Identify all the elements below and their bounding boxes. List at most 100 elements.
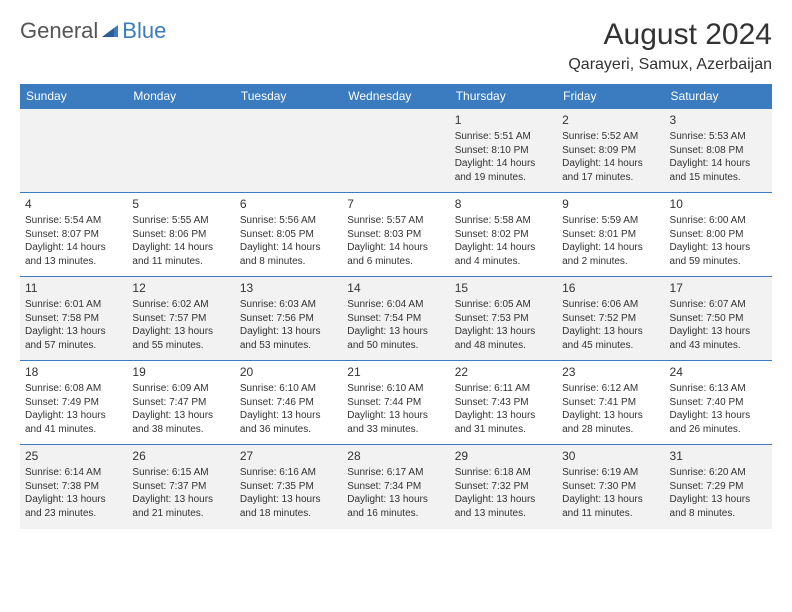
weekday-header: Sunday (20, 84, 127, 109)
sunrise-text: Sunrise: 5:52 AM (562, 130, 659, 144)
daylight-text: Daylight: 13 hours (240, 493, 337, 507)
daylight-text: Daylight: 13 hours (25, 493, 122, 507)
daylight-text: Daylight: 14 hours (347, 241, 444, 255)
daylight-text: Daylight: 13 hours (240, 409, 337, 423)
daylight-text: Daylight: 13 hours (455, 493, 552, 507)
sunrise-text: Sunrise: 6:17 AM (347, 466, 444, 480)
daylight-text: Daylight: 13 hours (25, 409, 122, 423)
calendar-empty-cell (235, 109, 342, 193)
sunrise-text: Sunrise: 6:15 AM (132, 466, 229, 480)
sunrise-text: Sunrise: 6:16 AM (240, 466, 337, 480)
daylight-text: and 55 minutes. (132, 339, 229, 353)
calendar-day-cell: 27Sunrise: 6:16 AMSunset: 7:35 PMDayligh… (235, 445, 342, 529)
daylight-text: Daylight: 14 hours (240, 241, 337, 255)
calendar-day-cell: 19Sunrise: 6:09 AMSunset: 7:47 PMDayligh… (127, 361, 234, 445)
calendar-empty-cell (127, 109, 234, 193)
daylight-text: and 26 minutes. (670, 423, 767, 437)
daylight-text: and 36 minutes. (240, 423, 337, 437)
daylight-text: Daylight: 13 hours (562, 493, 659, 507)
sunset-text: Sunset: 7:43 PM (455, 396, 552, 410)
daylight-text: and 59 minutes. (670, 255, 767, 269)
sunset-text: Sunset: 7:38 PM (25, 480, 122, 494)
sunset-text: Sunset: 8:02 PM (455, 228, 552, 242)
daylight-text: and 43 minutes. (670, 339, 767, 353)
logo-triangle-icon (100, 21, 120, 41)
daylight-text: Daylight: 13 hours (347, 493, 444, 507)
calendar-day-cell: 11Sunrise: 6:01 AMSunset: 7:58 PMDayligh… (20, 277, 127, 361)
sunset-text: Sunset: 7:56 PM (240, 312, 337, 326)
daylight-text: Daylight: 14 hours (132, 241, 229, 255)
day-number: 8 (455, 196, 552, 212)
sunrise-text: Sunrise: 5:53 AM (670, 130, 767, 144)
calendar-day-cell: 13Sunrise: 6:03 AMSunset: 7:56 PMDayligh… (235, 277, 342, 361)
day-number: 14 (347, 280, 444, 296)
sunrise-text: Sunrise: 6:20 AM (670, 466, 767, 480)
day-number: 17 (670, 280, 767, 296)
day-number: 31 (670, 448, 767, 464)
day-number: 9 (562, 196, 659, 212)
daylight-text: Daylight: 14 hours (25, 241, 122, 255)
weekday-header: Saturday (665, 84, 772, 109)
daylight-text: and 17 minutes. (562, 171, 659, 185)
sunrise-text: Sunrise: 6:18 AM (455, 466, 552, 480)
logo-text-blue: Blue (122, 18, 166, 44)
calendar-day-cell: 2Sunrise: 5:52 AMSunset: 8:09 PMDaylight… (557, 109, 664, 193)
sunset-text: Sunset: 8:03 PM (347, 228, 444, 242)
daylight-text: Daylight: 14 hours (562, 157, 659, 171)
day-number: 30 (562, 448, 659, 464)
calendar-day-cell: 10Sunrise: 6:00 AMSunset: 8:00 PMDayligh… (665, 193, 772, 277)
calendar-day-cell: 23Sunrise: 6:12 AMSunset: 7:41 PMDayligh… (557, 361, 664, 445)
calendar-day-cell: 31Sunrise: 6:20 AMSunset: 7:29 PMDayligh… (665, 445, 772, 529)
day-number: 1 (455, 112, 552, 128)
sunrise-text: Sunrise: 5:56 AM (240, 214, 337, 228)
day-number: 5 (132, 196, 229, 212)
calendar-day-cell: 16Sunrise: 6:06 AMSunset: 7:52 PMDayligh… (557, 277, 664, 361)
daylight-text: Daylight: 13 hours (455, 325, 552, 339)
calendar-week-row: 11Sunrise: 6:01 AMSunset: 7:58 PMDayligh… (20, 277, 772, 361)
daylight-text: and 50 minutes. (347, 339, 444, 353)
daylight-text: Daylight: 13 hours (132, 325, 229, 339)
daylight-text: and 31 minutes. (455, 423, 552, 437)
sunset-text: Sunset: 7:47 PM (132, 396, 229, 410)
day-number: 20 (240, 364, 337, 380)
daylight-text: Daylight: 13 hours (132, 409, 229, 423)
sunset-text: Sunset: 8:08 PM (670, 144, 767, 158)
calendar-empty-cell (20, 109, 127, 193)
daylight-text: and 18 minutes. (240, 507, 337, 521)
sunset-text: Sunset: 8:01 PM (562, 228, 659, 242)
day-number: 15 (455, 280, 552, 296)
sunset-text: Sunset: 7:50 PM (670, 312, 767, 326)
sunrise-text: Sunrise: 5:55 AM (132, 214, 229, 228)
calendar-day-cell: 12Sunrise: 6:02 AMSunset: 7:57 PMDayligh… (127, 277, 234, 361)
day-number: 16 (562, 280, 659, 296)
daylight-text: and 11 minutes. (562, 507, 659, 521)
sunrise-text: Sunrise: 6:05 AM (455, 298, 552, 312)
day-number: 2 (562, 112, 659, 128)
daylight-text: and 11 minutes. (132, 255, 229, 269)
sunset-text: Sunset: 8:05 PM (240, 228, 337, 242)
calendar-day-cell: 24Sunrise: 6:13 AMSunset: 7:40 PMDayligh… (665, 361, 772, 445)
weekday-header-row: SundayMondayTuesdayWednesdayThursdayFrid… (20, 84, 772, 109)
day-number: 29 (455, 448, 552, 464)
sunrise-text: Sunrise: 5:59 AM (562, 214, 659, 228)
sunset-text: Sunset: 8:10 PM (455, 144, 552, 158)
sunrise-text: Sunrise: 5:51 AM (455, 130, 552, 144)
calendar-day-cell: 8Sunrise: 5:58 AMSunset: 8:02 PMDaylight… (450, 193, 557, 277)
daylight-text: and 23 minutes. (25, 507, 122, 521)
sunrise-text: Sunrise: 6:11 AM (455, 382, 552, 396)
calendar-day-cell: 4Sunrise: 5:54 AMSunset: 8:07 PMDaylight… (20, 193, 127, 277)
sunrise-text: Sunrise: 6:03 AM (240, 298, 337, 312)
calendar-day-cell: 7Sunrise: 5:57 AMSunset: 8:03 PMDaylight… (342, 193, 449, 277)
daylight-text: and 4 minutes. (455, 255, 552, 269)
sunset-text: Sunset: 7:57 PM (132, 312, 229, 326)
daylight-text: Daylight: 13 hours (25, 325, 122, 339)
logo: General Blue (20, 18, 166, 44)
daylight-text: and 2 minutes. (562, 255, 659, 269)
day-number: 25 (25, 448, 122, 464)
sunrise-text: Sunrise: 6:12 AM (562, 382, 659, 396)
sunset-text: Sunset: 7:30 PM (562, 480, 659, 494)
sunset-text: Sunset: 7:54 PM (347, 312, 444, 326)
logo-text-general: General (20, 18, 98, 44)
day-number: 12 (132, 280, 229, 296)
calendar-day-cell: 5Sunrise: 5:55 AMSunset: 8:06 PMDaylight… (127, 193, 234, 277)
